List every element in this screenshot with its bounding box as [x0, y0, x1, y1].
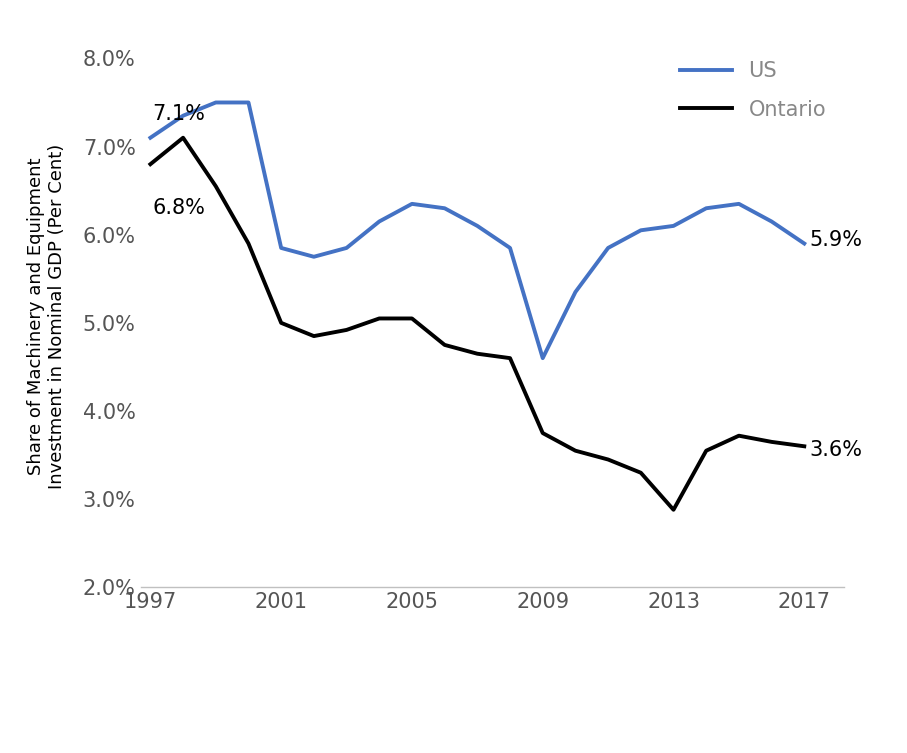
US — [472, 221, 483, 230]
Text: 5.9%: 5.9% — [809, 230, 863, 250]
Ontario — [537, 428, 548, 437]
Text: 6.8%: 6.8% — [152, 198, 205, 218]
US — [439, 204, 450, 213]
US — [799, 239, 810, 248]
Ontario — [602, 455, 613, 464]
Ontario — [178, 133, 189, 142]
US — [504, 243, 515, 252]
US — [178, 111, 189, 120]
US — [243, 98, 254, 107]
US — [537, 354, 548, 363]
US — [341, 243, 352, 252]
US — [636, 226, 647, 235]
Ontario — [799, 442, 810, 451]
Ontario — [766, 437, 777, 447]
US — [570, 288, 580, 297]
US — [406, 200, 417, 209]
Ontario — [341, 325, 352, 334]
Ontario — [276, 319, 287, 328]
Text: 7.1%: 7.1% — [152, 104, 205, 123]
Ontario — [636, 468, 647, 477]
US — [734, 200, 745, 209]
US — [210, 98, 221, 107]
Ontario — [210, 181, 221, 191]
US — [308, 252, 319, 261]
Ontario — [439, 340, 450, 349]
Legend: US, Ontario: US, Ontario — [679, 61, 826, 120]
Ontario — [668, 505, 679, 514]
Ontario — [734, 431, 745, 441]
US — [602, 243, 613, 252]
US — [374, 217, 385, 226]
US — [668, 221, 679, 230]
Ontario — [145, 160, 156, 169]
Ontario — [701, 447, 712, 456]
US — [701, 204, 712, 213]
US — [276, 243, 287, 252]
Ontario — [308, 331, 319, 340]
US — [145, 133, 156, 142]
Text: 3.6%: 3.6% — [809, 440, 863, 460]
Y-axis label: Share of Machinery and Equipment
Investment in Nominal GDP (Per Cent): Share of Machinery and Equipment Investm… — [27, 144, 66, 489]
Ontario — [406, 314, 417, 323]
US — [766, 217, 777, 226]
Ontario — [374, 314, 385, 323]
Ontario — [472, 349, 483, 358]
Ontario — [504, 354, 515, 363]
Ontario — [570, 447, 580, 456]
Ontario — [243, 239, 254, 248]
Line: Ontario: Ontario — [151, 138, 805, 510]
Line: US: US — [151, 102, 805, 358]
